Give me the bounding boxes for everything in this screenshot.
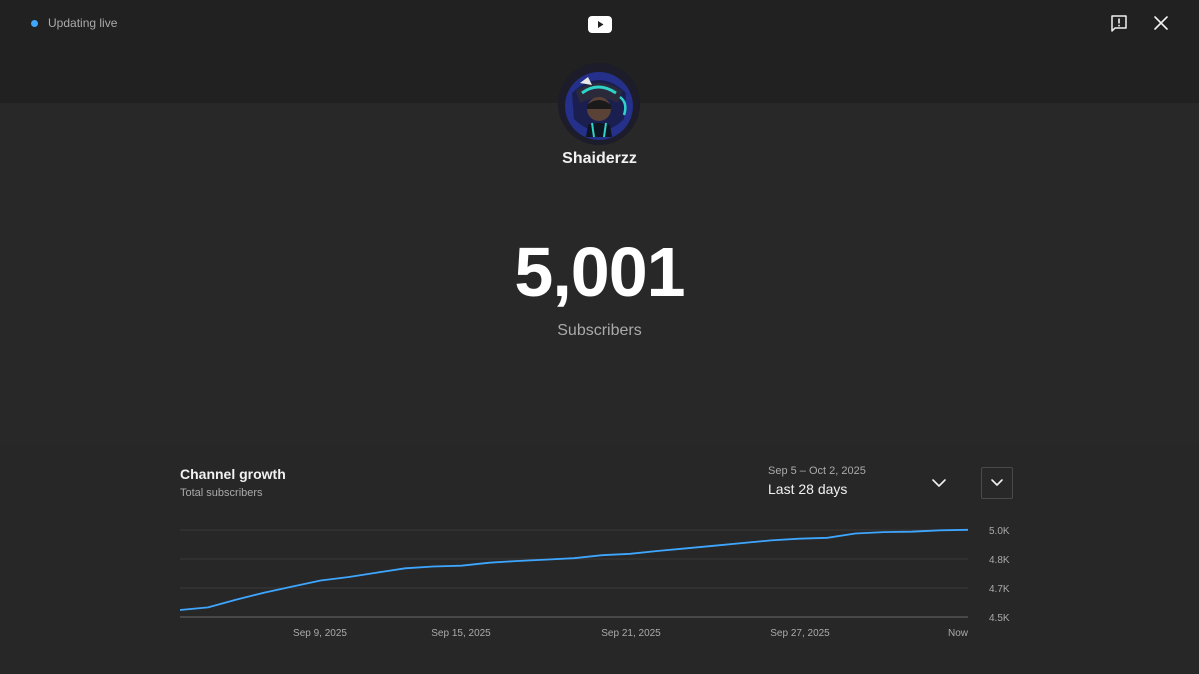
live-dot-icon [31, 19, 38, 27]
channel-name[interactable]: Shaiderzz [562, 150, 637, 167]
x-tick-label: Sep 15, 2025 [431, 628, 491, 639]
feedback-icon[interactable] [1109, 13, 1129, 33]
close-icon[interactable] [1151, 13, 1171, 33]
live-status: Updating live [31, 16, 117, 30]
growth-title: Channel growth [180, 466, 286, 482]
status-text: Updating live [48, 16, 118, 30]
subscriber-growth-chart: 5.0K 4.8K 4.7K 4.5K Sep 9, 2025 Sep 15, 2025 S… [179, 526, 1010, 639]
x-tick-label: Now [948, 628, 969, 639]
date-range: Sep 5 – Oct 2, 2025 [768, 465, 866, 477]
channel-avatar[interactable] [558, 63, 640, 145]
avatar-image [558, 63, 640, 145]
x-tick-label: Sep 27, 2025 [770, 628, 830, 639]
expand-chart-button[interactable] [981, 467, 1013, 499]
y-tick-label: 4.7K [989, 584, 1010, 595]
series-line [179, 528, 969, 611]
subscriber-count: 5,001 [514, 233, 685, 311]
chevron-down-icon [991, 479, 1003, 486]
period-select-label[interactable]: Last 28 days [768, 481, 848, 497]
youtube-logo-icon[interactable] [588, 16, 612, 34]
y-tick-label: 5.0K [989, 526, 1010, 537]
subscriber-label: Subscribers [557, 322, 642, 339]
y-tick-label: 4.8K [989, 555, 1010, 566]
x-tick-label: Sep 9, 2025 [293, 628, 347, 639]
growth-subtitle: Total subscribers [180, 487, 263, 499]
chevron-down-icon[interactable] [930, 475, 948, 491]
x-tick-label: Sep 21, 2025 [601, 628, 661, 639]
y-tick-label: 4.5K [989, 613, 1010, 624]
